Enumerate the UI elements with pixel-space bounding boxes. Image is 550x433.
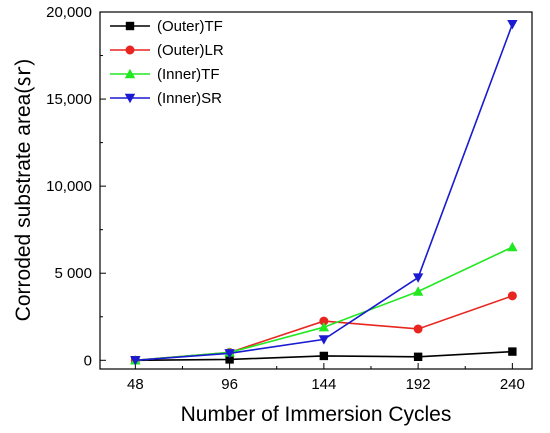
legend: (Outer)TF (Outer)LR (Inner)TF (Inner)SR [110,18,224,107]
y-tick-label: 0 [84,352,92,369]
y-tick-label: 10,000 [46,178,92,195]
legend-marker [125,45,135,55]
y-tick-label: 5 000 [54,265,92,282]
data-point [507,241,518,252]
y-axis-title: Corroded substrate area(㏛) [12,59,35,322]
series-3 [130,19,518,366]
data-point [319,351,329,361]
data-point [413,352,423,362]
legend-marker [125,21,135,31]
data-point [508,347,517,356]
legend-item: (Outer)LR [110,42,224,59]
data-point [413,324,423,334]
x-tick-label: 96 [221,376,238,393]
legend-label: (Inner)TF [157,66,220,83]
x-tick-label: 48 [127,376,144,393]
data-point [318,335,330,345]
legend-label: (Inner)SR [157,90,222,107]
legend-marker [124,68,136,79]
legend-item: (Inner)SR [110,90,222,107]
x-axis-title: Number of Immersion Cycles [181,403,452,426]
data-point [225,355,234,364]
x-tick-label: 240 [500,376,525,393]
plot-frame [99,11,533,370]
axis-ticks: 48 96 144 192 240 0 5 000 10,000 15,000 20,000 [46,4,525,393]
y-tick-label: 15,000 [46,91,92,108]
data-point [224,349,235,359]
data-point [130,356,141,366]
data-point [507,19,518,30]
data-point [412,286,424,296]
x-tick-label: 144 [311,376,336,393]
series-2 [130,241,518,365]
legend-item: (Inner)TF [110,66,220,83]
y-tick-label: 20,000 [46,4,92,21]
data-point [318,322,330,332]
data-point [507,291,517,301]
legend-item: (Outer)TF [110,18,223,35]
legend-label: (Outer)LR [157,42,224,59]
data-point [412,273,424,283]
legend-marker [124,93,136,104]
x-tick-label: 192 [406,376,431,393]
data-point [319,316,329,326]
series-layer [130,19,518,366]
legend-label: (Outer)TF [157,18,223,35]
